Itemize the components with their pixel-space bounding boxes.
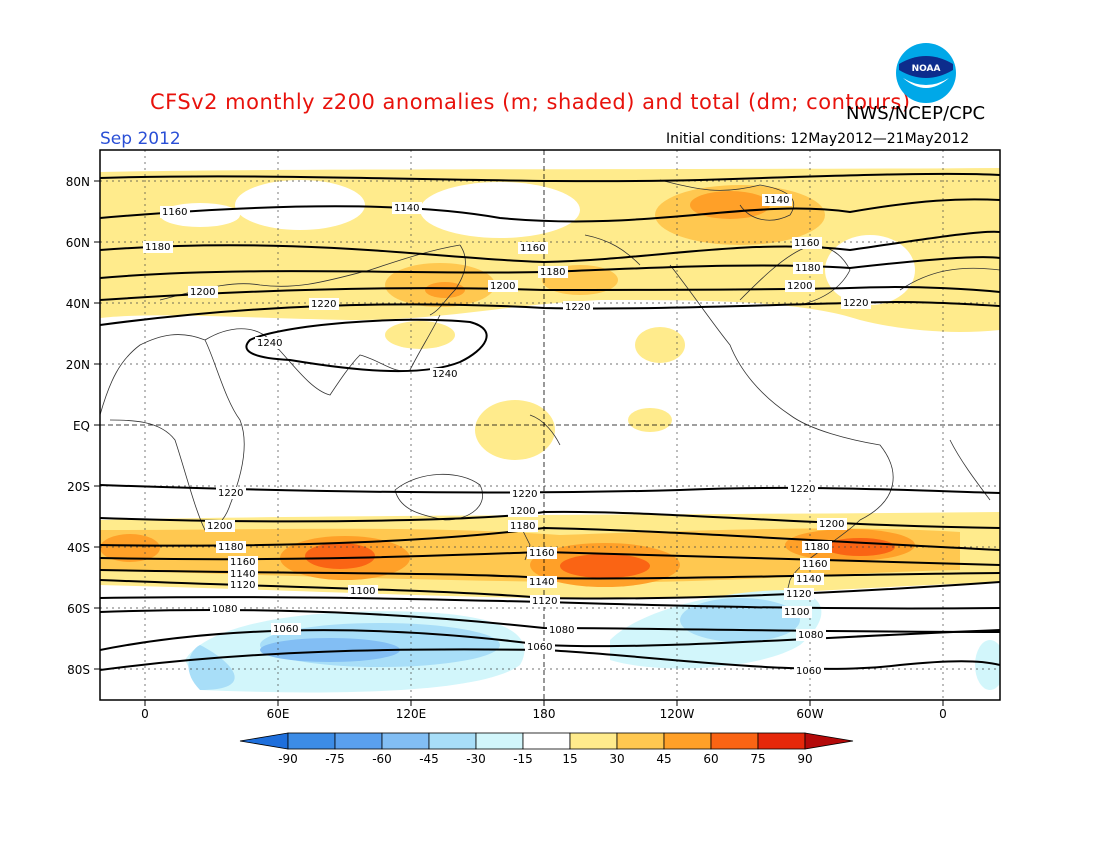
- colorbar-swatch: [334, 732, 383, 750]
- latitude-labels: 80N 60N 40N 20N EQ 20S 40S 60S 80S: [66, 175, 90, 677]
- lon-label: 0: [939, 707, 947, 721]
- contour-label: 1240: [432, 369, 457, 380]
- colorbar-label: -45: [419, 752, 439, 766]
- colorbar-label: 75: [750, 752, 765, 766]
- lon-label: 120W: [660, 707, 695, 721]
- map-title: CFSv2 monthly z200 anomalies (m; shaded)…: [150, 90, 911, 114]
- colorbar-swatch: [287, 732, 336, 750]
- colorbar: -90 -75 -60 -45 -30 -15 15 30 45 60 75 90: [239, 732, 854, 766]
- contour-label: 1080: [212, 604, 237, 615]
- contour-label: 1160: [529, 548, 554, 559]
- lat-label: 20N: [66, 358, 90, 372]
- contour-label: 1060: [273, 624, 298, 635]
- colorbar-left-arrow: [239, 732, 289, 750]
- contour-label: 1220: [565, 302, 590, 313]
- noaa-logo-icon: NOAA: [896, 43, 956, 103]
- contour-label: 1160: [802, 559, 827, 570]
- lon-label: 120E: [396, 707, 427, 721]
- colorbar-label: -15: [513, 752, 533, 766]
- contour-label: 1160: [230, 557, 255, 568]
- contour-label: 1220: [843, 298, 868, 309]
- colorbar-label: 30: [609, 752, 624, 766]
- axis-ticks: [94, 180, 944, 706]
- contour-labels: 1160 1140 1140 1180 1160 1160 1180 1180 …: [143, 194, 871, 677]
- contour-label: 1240: [257, 338, 282, 349]
- agency-label: NWS/NCEP/CPC: [846, 103, 986, 124]
- contour-label: 1200: [190, 287, 215, 298]
- lat-label: 80N: [66, 175, 90, 189]
- colorbar-label: -60: [372, 752, 392, 766]
- contour-label: 1200: [787, 281, 812, 292]
- lat-label: 60S: [67, 602, 90, 616]
- contour-label: 1160: [794, 238, 819, 249]
- colorbar-label: -30: [466, 752, 486, 766]
- contour-label: 1140: [230, 569, 255, 580]
- contour-label: 1180: [540, 267, 565, 278]
- colorbar-label: -90: [278, 752, 298, 766]
- contour-label: 1180: [795, 263, 820, 274]
- initial-conditions: Initial conditions: 12May2012—21May2012: [666, 131, 970, 147]
- colorbar-label: 60: [703, 752, 718, 766]
- colorbar-swatch: [428, 732, 477, 750]
- colorbar-right-arrow: [804, 732, 854, 750]
- colorbar-swatch: [757, 732, 806, 750]
- contour-label: 1200: [207, 521, 232, 532]
- colorbar-swatch: [710, 732, 759, 750]
- contour-label: 1140: [796, 574, 821, 585]
- lat-label: 60N: [66, 236, 90, 250]
- colorbar-swatch: [522, 732, 571, 750]
- equator-dateline: [100, 150, 1000, 700]
- colorbar-swatch: [663, 732, 712, 750]
- contour-label: 1080: [549, 625, 574, 636]
- colorbar-label: -75: [325, 752, 345, 766]
- contour-label: 1060: [527, 642, 552, 653]
- contour-label: 1220: [790, 484, 815, 495]
- contour-label: 1100: [350, 586, 375, 597]
- contour-label: 1200: [510, 506, 535, 517]
- lat-label: 40S: [67, 541, 90, 555]
- lat-label: 40N: [66, 297, 90, 311]
- colorbar-swatch: [616, 732, 665, 750]
- colorbar-label: 15: [562, 752, 577, 766]
- forecast-month: Sep 2012: [100, 129, 181, 149]
- contour-label: 1080: [798, 630, 823, 641]
- contour-label: 1220: [311, 299, 336, 310]
- lon-label: 60W: [796, 707, 823, 721]
- contour-label: 1180: [510, 521, 535, 532]
- colorbar-label: 90: [797, 752, 812, 766]
- contour-label: 1180: [804, 542, 829, 553]
- svg-text:NOAA: NOAA: [912, 64, 941, 74]
- contour-label: 1220: [512, 489, 537, 500]
- contour-label: 1120: [786, 589, 811, 600]
- lon-label: 0: [141, 707, 149, 721]
- contour-label: 1220: [218, 488, 243, 499]
- contour-label: 1180: [218, 542, 243, 553]
- contour-label: 1200: [819, 519, 844, 530]
- contour-label: 1160: [162, 207, 187, 218]
- contour-label: 1120: [230, 580, 255, 591]
- contour-label: 1120: [532, 596, 557, 607]
- contour-label: 1200: [490, 281, 515, 292]
- contour-label: 1140: [764, 195, 789, 206]
- contour-label: 1060: [796, 666, 821, 677]
- colorbar-swatch: [475, 732, 524, 750]
- lon-label: 60E: [267, 707, 290, 721]
- lat-label: EQ: [73, 419, 90, 433]
- lat-label: 20S: [67, 480, 90, 494]
- contour-label: 1140: [529, 577, 554, 588]
- lon-label: 180: [533, 707, 556, 721]
- contour-label: 1140: [394, 203, 419, 214]
- contour-label: 1100: [784, 607, 809, 618]
- colorbar-swatch: [569, 732, 618, 750]
- colorbar-label: 45: [656, 752, 671, 766]
- contour-label: 1180: [145, 242, 170, 253]
- lat-label: 80S: [67, 663, 90, 677]
- colorbar-swatch: [381, 732, 430, 750]
- contour-label: 1160: [520, 243, 545, 254]
- longitude-labels: 0 60E 120E 180 120W 60W 0: [141, 707, 947, 721]
